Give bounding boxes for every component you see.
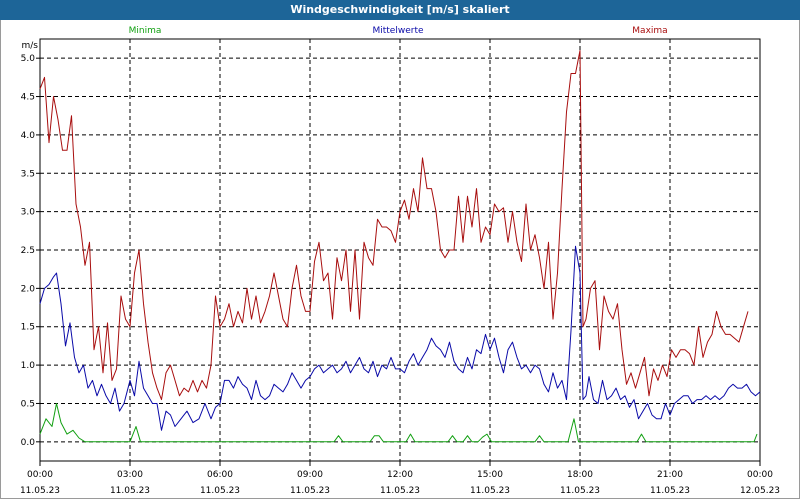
x-tick-date: 11.05.23 <box>200 486 240 496</box>
x-tick-time: 06:00 <box>207 470 233 480</box>
legend-mittelwerte: Mittelwerte <box>372 26 423 36</box>
x-tick-date: 12.05.23 <box>740 486 780 496</box>
x-tick-date: 11.05.23 <box>650 486 690 496</box>
x-tick-time: 00:00 <box>27 470 53 480</box>
y-axis-ticks: 0.0 0.5 1.0 1.5 2.0 2.5 3.0 3.5 4.0 4.5 5.0 <box>21 54 40 448</box>
legend-minima: Minima <box>129 26 162 36</box>
y-tick-label: 4.0 <box>21 131 36 141</box>
y-tick-label: 3.5 <box>21 169 35 179</box>
x-tick-date: 11.05.23 <box>20 486 60 496</box>
x-tick-time: 00:00 <box>747 470 773 480</box>
y-tick-label: 1.5 <box>21 323 35 333</box>
y-tick-label: 1.0 <box>21 361 36 371</box>
y-tick-label: 4.5 <box>21 93 35 103</box>
x-tick-time: 12:00 <box>387 470 413 480</box>
chart-title: Windgeschwindigkeit [m/s] skaliert <box>0 0 800 20</box>
y-axis-label: m/s <box>22 41 39 51</box>
series-lines <box>39 50 761 443</box>
series-line-mittelwerte <box>39 245 761 431</box>
x-tick-date: 11.05.23 <box>110 486 150 496</box>
x-tick-time: 18:00 <box>567 470 593 480</box>
y-tick-label: 5.0 <box>21 54 36 64</box>
x-tick-date: 11.05.23 <box>560 486 600 496</box>
legend-maxima: Maxima <box>632 26 667 36</box>
series-line-maxima <box>39 50 749 401</box>
y-tick-label: 2.5 <box>21 246 35 256</box>
x-axis-ticks: 00:00 11.05.23 03:00 11.05.23 06:00 11.05.23 0… <box>20 461 780 496</box>
x-tick-time: 15:00 <box>477 470 503 480</box>
x-tick-time: 21:00 <box>657 470 683 480</box>
y-tick-label: 2.0 <box>21 284 36 294</box>
x-tick-time: 03:00 <box>117 470 143 480</box>
series-line-minima <box>39 403 758 443</box>
y-tick-label: 0.0 <box>21 438 36 448</box>
y-tick-label: 3.0 <box>21 208 36 218</box>
y-tick-label: 0.5 <box>21 399 35 409</box>
grid-lines <box>40 39 760 461</box>
x-tick-date: 11.05.23 <box>470 486 510 496</box>
x-tick-time: 09:00 <box>297 470 323 480</box>
x-tick-date: 11.05.23 <box>290 486 330 496</box>
x-tick-date: 11.05.23 <box>380 486 420 496</box>
